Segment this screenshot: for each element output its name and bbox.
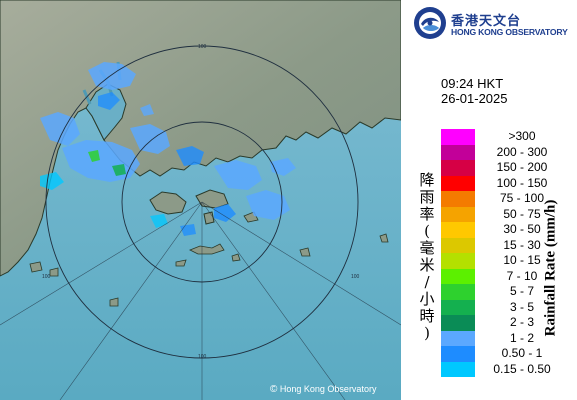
legend-row: 0.15 - 0.50 (441, 361, 577, 377)
legend-swatch (441, 129, 475, 145)
legend-row: 15 - 30 (441, 237, 577, 253)
legend-label: 3 - 5 (509, 299, 534, 314)
legend-swatch (441, 299, 475, 315)
legend-row: 3 - 5 (441, 299, 577, 315)
radial-lines (0, 201, 401, 400)
legend-swatch (441, 206, 475, 222)
legend-swatch (441, 144, 475, 160)
legend-label: 1 - 2 (509, 330, 534, 345)
range-label-north: 100 (198, 44, 207, 50)
legend-label: 75 - 100 (499, 191, 545, 205)
legend-panel: 香港天文台 HONG KONG OBSERVATORY 09:24 HKT 26… (401, 0, 577, 400)
legend-title-cn-char: 米 (419, 256, 435, 274)
legend-title-cn-char: 毫 (419, 239, 435, 257)
legend-label: 2 - 3 (509, 315, 534, 329)
legend-swatch (441, 222, 475, 238)
legend-row: 1 - 2 (441, 330, 577, 346)
legend-swatch (441, 361, 475, 377)
legend-swatch (441, 160, 475, 176)
legend-swatch (441, 237, 475, 253)
legend-label: >300 (508, 129, 536, 143)
rainfall-legend: >300 200 - 300 150 - 200 100 - 150 75 - 100 5… (441, 129, 577, 377)
legend-label: 7 - 10 (506, 268, 538, 283)
legend-swatch (441, 253, 475, 269)
lamma-island (203, 211, 215, 225)
legend-row: 0.50 - 1 (441, 346, 577, 362)
legend-swatch (441, 175, 475, 191)
logo-name-en: HONG KONG OBSERVATORY (451, 27, 568, 37)
legend-row: 10 - 15 (441, 253, 577, 269)
legend-swatch (441, 346, 475, 362)
legend-row: >300 (441, 129, 577, 145)
legend-label: 0.15 - 0.50 (493, 361, 551, 376)
radar-map-canvas: 100 100 100 100 (0, 0, 401, 400)
radar-time: 09:24 HKT (441, 76, 504, 91)
legend-title-cn: 降 雨 率 ( 毫 米 / 小 時 ) (417, 172, 437, 342)
legend-title-cn-char: 率 (419, 205, 435, 223)
hko-logo: 香港天文台 HONG KONG OBSERVATORY (413, 6, 573, 40)
copyright-notice: © Hong Kong Observatory (270, 384, 376, 395)
legend-row: 150 - 200 (441, 160, 577, 176)
legend-row: 50 - 75 (441, 206, 577, 222)
legend-label: 100 - 150 (496, 175, 548, 190)
legend-swatch (441, 191, 475, 207)
legend-title-cn-char: / (424, 273, 430, 291)
radar-echoes (40, 62, 296, 236)
legend-label: 50 - 75 (503, 206, 541, 221)
range-labels: 100 100 100 100 (42, 44, 360, 360)
legend-title-cn-char: 降 (419, 171, 435, 189)
legend-swatch (441, 330, 475, 346)
legend-row: 75 - 100 (441, 191, 577, 207)
copyright-symbol: © (270, 384, 278, 395)
logo-name-cn: 香港天文台 (451, 14, 522, 29)
legend-title-cn-char: 小 (419, 290, 435, 308)
southern-islands (29, 211, 389, 307)
legend-label: 15 - 30 (503, 237, 541, 252)
legend-label: 200 - 300 (496, 144, 548, 159)
legend-label: 5 - 7 (509, 284, 534, 298)
legend-swatch (441, 315, 475, 331)
legend-row: 2 - 3 (441, 315, 577, 331)
legend-row: 7 - 10 (441, 268, 577, 284)
range-label-east: 100 (351, 274, 360, 280)
legend-title-cn-char: 雨 (419, 188, 435, 206)
range-label-west: 100 (42, 274, 51, 280)
legend-swatch (441, 268, 475, 284)
legend-row: 100 - 150 (441, 175, 577, 191)
legend-row: 200 - 300 (441, 144, 577, 160)
legend-title-cn-char: 時 (419, 307, 435, 325)
legend-row: 5 - 7 (441, 284, 577, 300)
legend-label: 30 - 50 (503, 222, 541, 236)
radar-date: 26-01-2025 (441, 91, 508, 106)
legend-label: 0.50 - 1 (501, 346, 543, 360)
range-label-south: 100 (198, 354, 207, 360)
legend-label: 10 - 15 (503, 253, 541, 267)
radar-map: 100 100 100 100 © Hong Kong Observatory (0, 0, 401, 400)
legend-swatch (441, 284, 475, 300)
lantau-island (149, 191, 187, 215)
legend-title-cn-char: ) (424, 324, 430, 342)
legend-title-cn-char: ( (424, 222, 430, 240)
legend-row: 30 - 50 (441, 222, 577, 238)
hko-logo-icon (414, 7, 446, 39)
legend-label: 150 - 200 (496, 160, 548, 174)
copyright-text: Hong Kong Observatory (279, 384, 377, 394)
